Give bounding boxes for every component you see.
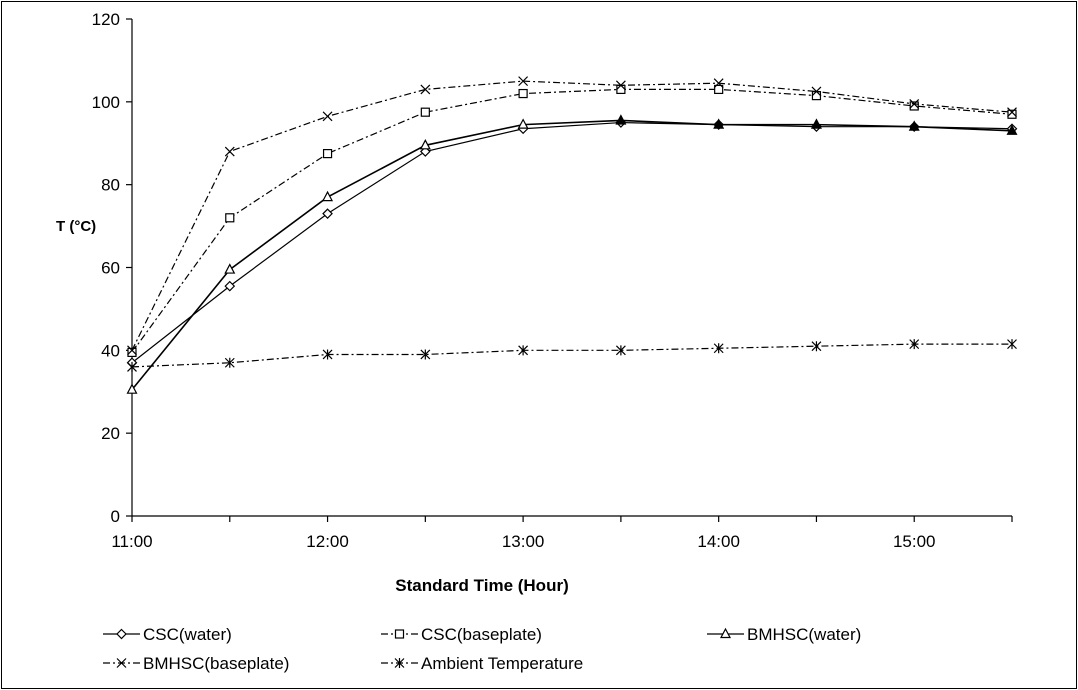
data-point	[810, 118, 822, 129]
data-point	[517, 118, 529, 129]
data-point	[616, 84, 626, 95]
series-line	[131, 121, 1013, 364]
legend-marker	[116, 658, 127, 668]
data-point	[518, 88, 528, 99]
data-point	[322, 208, 333, 220]
data-point	[127, 347, 137, 358]
y-tick-label: 60	[101, 259, 120, 278]
data-point	[518, 76, 529, 87]
x-tick-label: 14:00	[697, 532, 740, 551]
series-ambient-temperature	[127, 339, 1017, 372]
data-point	[419, 139, 431, 150]
data-point	[322, 190, 334, 202]
data-point	[713, 343, 724, 354]
y-axis: 0 20 40 60 80 100 120	[92, 10, 133, 526]
legend-label: Ambient Temperature	[421, 654, 583, 673]
data-point	[811, 341, 822, 352]
data-point	[1007, 107, 1017, 118]
data-point	[615, 114, 627, 125]
legend-item: BMHSC(water)	[707, 625, 861, 644]
y-tick-label: 40	[101, 341, 120, 360]
data-point	[225, 213, 235, 223]
y-axis-label: T (°C)	[56, 218, 96, 235]
legend-item: BMHSC(baseplate)	[103, 654, 289, 673]
data-point	[518, 345, 529, 356]
data-point	[615, 80, 626, 91]
data-point	[224, 146, 235, 157]
data-point	[224, 263, 236, 274]
legend-label: BMHSC(baseplate)	[143, 654, 289, 673]
series-line	[131, 119, 1013, 391]
x-tick-label: 15:00	[893, 532, 936, 551]
data-point	[615, 345, 626, 356]
data-point	[909, 339, 920, 350]
legend-item: Ambient Temperature	[381, 654, 583, 673]
series-line	[131, 88, 1013, 353]
data-point	[420, 84, 431, 95]
y-tick-label: 120	[92, 10, 120, 29]
legend-marker	[394, 658, 405, 668]
x-tick-label: 13:00	[502, 532, 545, 551]
y-tick-label: 80	[101, 176, 120, 195]
legend-marker	[116, 628, 127, 640]
data-point	[420, 107, 430, 117]
legend-label: CSC(water)	[143, 625, 232, 644]
series-bmhsc-baseplate	[127, 76, 1017, 356]
legend-label: CSC(baseplate)	[421, 625, 542, 644]
y-tick-label: 100	[92, 93, 120, 112]
data-point	[714, 84, 724, 95]
x-axis-label: Standard Time (Hour)	[395, 576, 568, 595]
legend-item: CSC(baseplate)	[381, 625, 542, 644]
data-point	[126, 383, 138, 394]
legend-item: CSC(water)	[103, 625, 232, 644]
data-point	[1007, 109, 1017, 119]
x-tick-label: 12:00	[306, 532, 349, 551]
data-point	[713, 78, 724, 89]
data-point	[908, 120, 920, 131]
data-point	[420, 349, 431, 360]
data-point	[322, 149, 333, 159]
data-point	[322, 111, 333, 122]
x-axis: 11:00 12:00 13:00 14:00 15:00	[111, 515, 1013, 551]
series-csc-water	[126, 117, 1018, 369]
legend-marker	[394, 629, 405, 639]
legend-marker	[720, 627, 731, 639]
legend-label: BMHSC(water)	[747, 625, 861, 644]
data-point	[909, 101, 919, 111]
data-point	[1007, 339, 1017, 350]
data-point	[224, 280, 236, 292]
data-point	[322, 349, 333, 360]
data-point	[811, 91, 822, 101]
data-point	[127, 345, 137, 356]
series-layer	[126, 76, 1018, 394]
data-point	[811, 86, 822, 97]
data-point	[909, 98, 920, 109]
data-point	[127, 361, 137, 372]
data-point	[224, 357, 235, 368]
series-line	[131, 343, 1012, 368]
legend: CSC(water) CSC(baseplate) BMHSC(water) BMHS…	[103, 625, 861, 673]
y-tick-label: 0	[111, 507, 120, 526]
x-tick-label: 11:00	[111, 532, 152, 551]
y-tick-label: 20	[101, 424, 120, 443]
data-point	[713, 118, 725, 129]
series-bmhsc-water	[126, 114, 1018, 394]
data-point	[1006, 124, 1018, 135]
series-line	[131, 80, 1013, 351]
